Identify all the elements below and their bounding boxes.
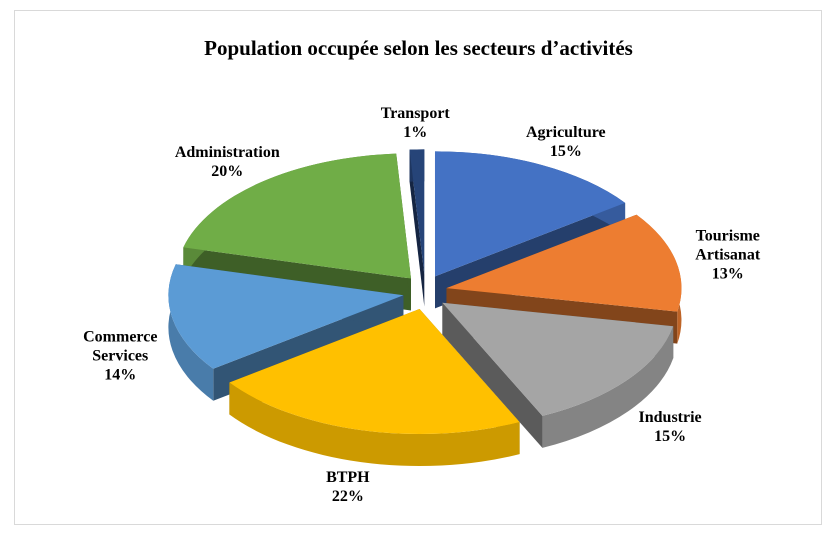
slice-top bbox=[168, 264, 404, 369]
slice bbox=[409, 149, 425, 307]
slice-edge bbox=[229, 382, 520, 467]
chart-title: Population occupée selon les secteurs d’… bbox=[204, 36, 633, 60]
slice-top bbox=[434, 151, 626, 277]
value-label: 20% bbox=[211, 162, 244, 180]
category-label: Tourisme Artisanat bbox=[695, 227, 761, 264]
slice-edge bbox=[542, 326, 674, 448]
data-label: Commerce Services 14% bbox=[65, 327, 175, 384]
slice-top bbox=[442, 302, 674, 416]
category-label: Commerce Services bbox=[83, 328, 158, 365]
value-label: 15% bbox=[654, 428, 687, 446]
category-label: Transport bbox=[380, 105, 450, 123]
value-label: 22% bbox=[331, 488, 364, 506]
slice-top bbox=[183, 153, 411, 279]
slice bbox=[229, 309, 520, 467]
value-label: 1% bbox=[403, 124, 428, 142]
category-label: Agriculture bbox=[525, 123, 606, 141]
category-label: Industrie bbox=[638, 409, 702, 427]
slice bbox=[442, 302, 674, 448]
slice-side bbox=[409, 149, 425, 307]
slice-top bbox=[446, 214, 682, 312]
category-label: Administration bbox=[174, 143, 280, 161]
data-label: Tourisme Artisanat 13% bbox=[673, 227, 783, 284]
data-label: BTPH 22% bbox=[293, 468, 403, 506]
value-label: 13% bbox=[711, 265, 744, 283]
slice-edge bbox=[168, 264, 214, 401]
slice-top bbox=[409, 149, 425, 275]
data-label: Agriculture 15% bbox=[511, 123, 621, 161]
chart-frame bbox=[14, 10, 822, 525]
data-label: Administration 20% bbox=[172, 143, 282, 181]
value-label: 15% bbox=[549, 142, 582, 160]
data-label: Industrie 15% bbox=[615, 408, 725, 446]
category-label: BTPH bbox=[326, 469, 370, 487]
data-label: Transport 1% bbox=[360, 104, 470, 142]
slice-top bbox=[229, 309, 520, 435]
value-label: 14% bbox=[104, 366, 137, 384]
slice-side bbox=[442, 302, 543, 448]
